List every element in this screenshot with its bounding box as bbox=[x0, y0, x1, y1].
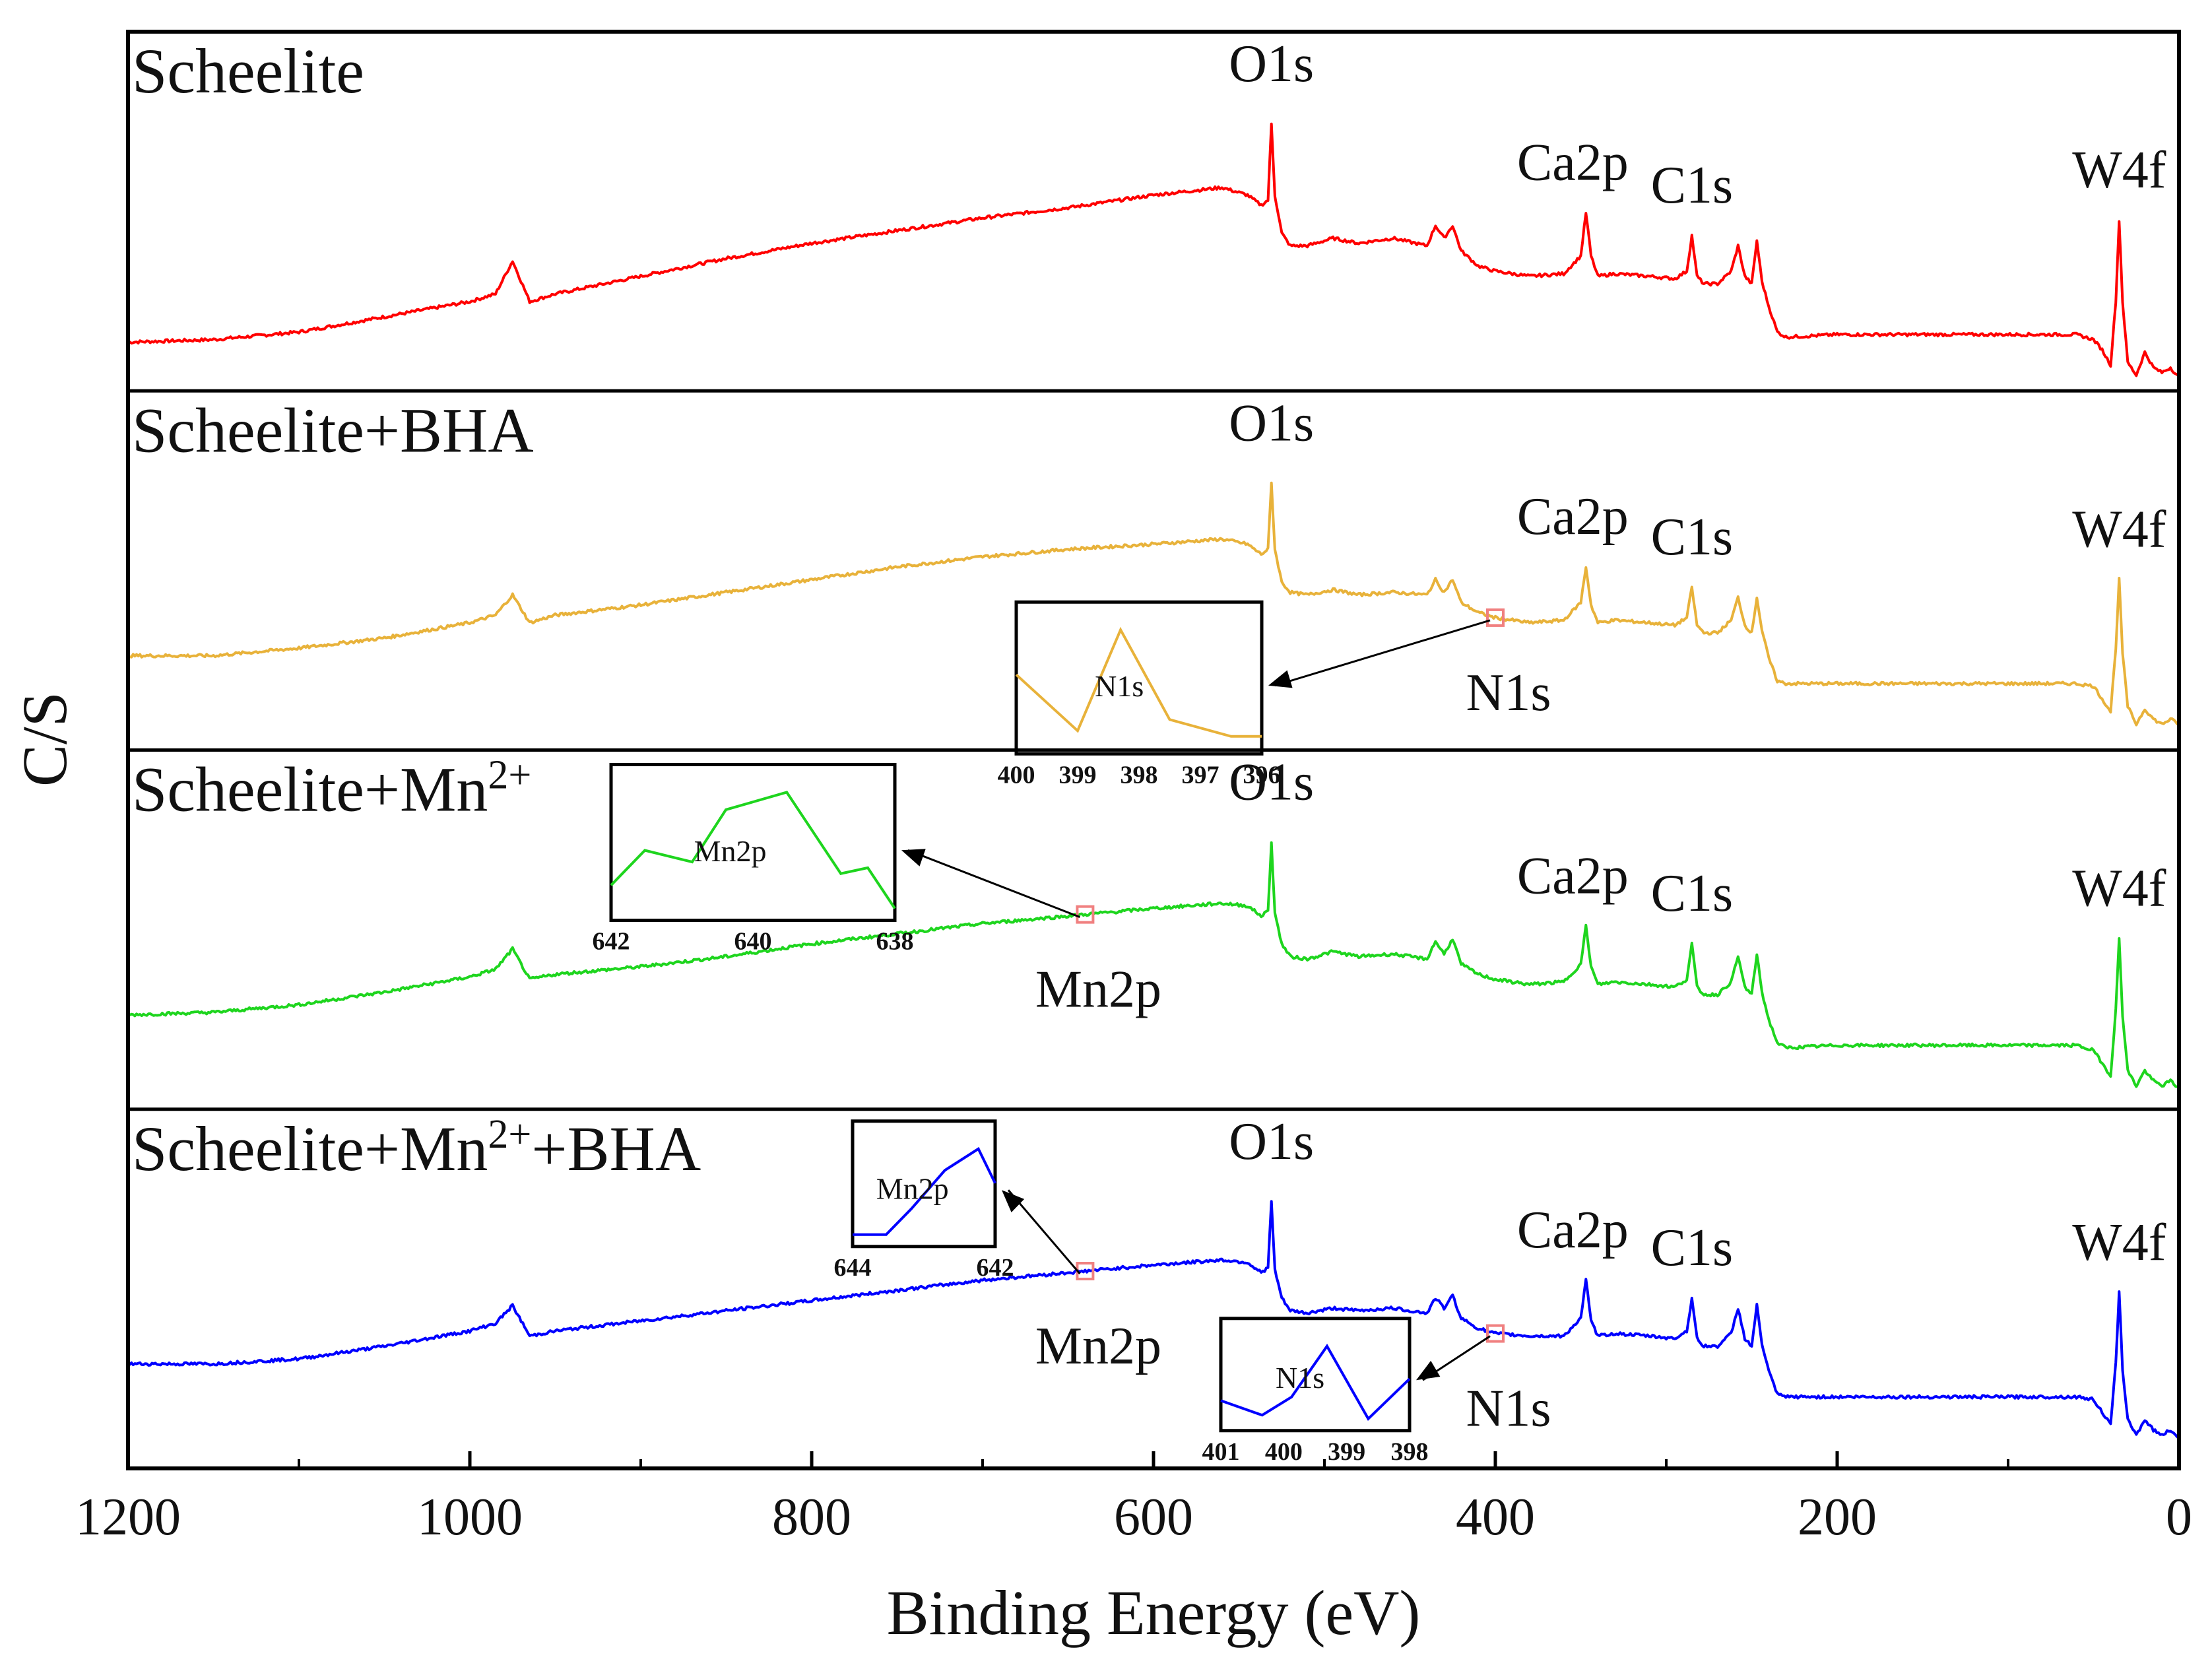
inset-tick-label: 396 bbox=[1243, 761, 1281, 789]
peak-label-w4f: W4f bbox=[2072, 500, 2166, 558]
inset-tick-label: 397 bbox=[1182, 761, 1220, 789]
peak-label-o1s: O1s bbox=[1229, 394, 1314, 452]
inset-tick-label: 642 bbox=[593, 928, 630, 956]
peak-label-ca2p: Ca2p bbox=[1517, 847, 1629, 905]
x-tick-label: 200 bbox=[1798, 1488, 1877, 1546]
inset-frame bbox=[851, 1119, 997, 1249]
inset-tick-label: 400 bbox=[1265, 1438, 1303, 1466]
inset-title: N1s bbox=[1095, 669, 1144, 703]
arrow-line bbox=[1007, 1189, 1081, 1275]
label-suffix: +BHA bbox=[531, 1113, 701, 1184]
marker-label-n1s: N1s bbox=[1466, 1380, 1551, 1438]
peak-label-ca2p: Ca2p bbox=[1517, 488, 1629, 546]
spectrum-line bbox=[127, 841, 2180, 1089]
x-axis-label: Binding Energy (eV) bbox=[887, 1577, 1421, 1648]
spectrum-line bbox=[127, 1200, 2180, 1439]
inset-tick-label: 642 bbox=[977, 1254, 1014, 1282]
panel-label: Scheelite+Mn2++BHA bbox=[132, 1112, 701, 1184]
inset-n1s: N1s 400 399 398 397 396 bbox=[998, 600, 1491, 789]
label-superscript: 2+ bbox=[488, 1112, 531, 1157]
peak-label-ca2p: Ca2p bbox=[1517, 133, 1629, 191]
arrow-head bbox=[1002, 1190, 1025, 1212]
arrow-line bbox=[1274, 619, 1491, 687]
peak-label-c1s: C1s bbox=[1651, 156, 1734, 214]
marker-mn2p bbox=[1076, 905, 1095, 924]
peak-label-o1s: O1s bbox=[1229, 754, 1314, 812]
peak-label-w4f: W4f bbox=[2072, 1214, 2166, 1272]
inset-line bbox=[1220, 1344, 1411, 1422]
x-tick-label: 0 bbox=[2166, 1488, 2192, 1546]
inset-tick-label: 401 bbox=[1202, 1438, 1240, 1466]
peak-label-w4f: W4f bbox=[2072, 141, 2166, 199]
peak-label-o1s: O1s bbox=[1229, 35, 1314, 93]
panel-label: Scheelite+Mn2+ bbox=[132, 753, 531, 825]
marker-label-n1s: N1s bbox=[1466, 664, 1551, 722]
inset-n1s: N1s 401 400 399 398 bbox=[1202, 1317, 1491, 1466]
inset-mn2p: Mn2p 642 640 638 bbox=[593, 763, 1080, 956]
axes-frame bbox=[126, 30, 2181, 1470]
spectrum-line bbox=[127, 122, 2180, 377]
inset-tick-label: 398 bbox=[1121, 761, 1158, 789]
panel-2: Scheelite+BHA O1s Ca2p C1s W4f N1s N1s 400 399 39… bbox=[127, 394, 2180, 789]
panel-label: Scheelite bbox=[132, 36, 364, 106]
panel-label: Scheelite+BHA bbox=[132, 395, 534, 465]
panels-group: Scheelite O1s Ca2p C1s W4f Scheelite+BHA O1s Ca… bbox=[127, 35, 2180, 1466]
inset-tick-label: 644 bbox=[834, 1254, 872, 1282]
inset-line bbox=[610, 791, 896, 909]
inset-tick-label: 398 bbox=[1391, 1438, 1429, 1466]
peak-label-o1s: O1s bbox=[1229, 1113, 1314, 1171]
peak-label-w4f: W4f bbox=[2072, 860, 2166, 918]
peak-label-c1s: C1s bbox=[1651, 1219, 1734, 1277]
inset-title: Mn2p bbox=[876, 1172, 949, 1206]
inset-tick-label: 399 bbox=[1059, 761, 1097, 789]
panel-1: Scheelite O1s Ca2p C1s W4f bbox=[127, 35, 2180, 377]
inset-tick-label: 640 bbox=[734, 928, 772, 956]
arrow-head bbox=[1416, 1360, 1441, 1381]
x-tick-label: 600 bbox=[1114, 1488, 1193, 1546]
inset-tick-label: 638 bbox=[876, 928, 914, 956]
arrow-head bbox=[901, 849, 926, 867]
panel-4: Scheelite+Mn2++BHA O1s Ca2p C1s W4f Mn2p N1s Mn… bbox=[127, 1112, 2180, 1466]
inset-title: N1s bbox=[1276, 1361, 1324, 1394]
marker-label-mn2p: Mn2p bbox=[1035, 1317, 1161, 1375]
inset-tick-label: 399 bbox=[1328, 1438, 1365, 1466]
peak-label-c1s: C1s bbox=[1651, 508, 1734, 566]
peak-label-ca2p: Ca2p bbox=[1517, 1201, 1629, 1259]
marker-n1s bbox=[1486, 1324, 1505, 1343]
x-axis: 1200 1000 800 600 400 200 0 bbox=[75, 1451, 2192, 1546]
marker-label-mn2p: Mn2p bbox=[1035, 961, 1161, 1019]
peak-label-c1s: C1s bbox=[1651, 865, 1734, 923]
inset-title: Mn2p bbox=[694, 834, 767, 868]
inset-frame bbox=[609, 763, 897, 922]
marker-n1s bbox=[1486, 608, 1505, 627]
x-tick-label: 800 bbox=[772, 1488, 851, 1546]
label-superscript: 2+ bbox=[488, 753, 531, 798]
x-tick-label: 1000 bbox=[417, 1488, 523, 1546]
arrow-head bbox=[1268, 670, 1293, 688]
panel-3: Scheelite+Mn2+ O1s Ca2p C1s W4f Mn2p Mn2p 642 64… bbox=[127, 753, 2180, 1089]
inset-line bbox=[853, 1146, 996, 1236]
inset-mn2p: Mn2p 644 642 bbox=[834, 1119, 1081, 1282]
inset-tick-label: 400 bbox=[998, 761, 1035, 789]
inset-frame bbox=[1014, 600, 1264, 756]
x-tick-label: 1200 bbox=[75, 1488, 181, 1546]
inset-line bbox=[1015, 626, 1262, 738]
y-axis-label: C/S bbox=[9, 692, 80, 787]
arrow-line bbox=[907, 849, 1080, 919]
spectrum-line bbox=[127, 481, 2180, 727]
x-tick-label: 400 bbox=[1456, 1488, 1535, 1546]
